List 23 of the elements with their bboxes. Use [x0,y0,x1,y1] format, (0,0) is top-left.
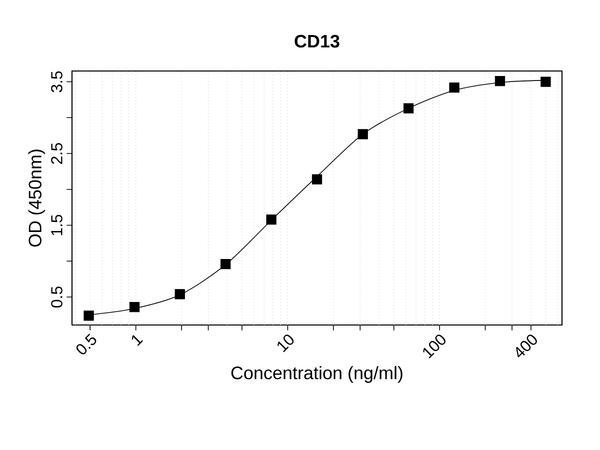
y-tick-label: 0.5 [51,286,62,308]
x-tick-label: 1 [132,335,144,346]
x-axis-title: Concentration (ng/ml) [231,366,402,383]
x-tick-label: 10 [278,334,294,352]
x-tick-label: 0.5 [76,334,96,354]
point [312,174,322,184]
x-tick-label: 400 [516,334,537,358]
y-axis-title: OD (450nm) [28,150,46,247]
point [540,76,551,87]
chart-title: CD13 [294,34,340,48]
point [220,258,231,270]
point [266,214,276,225]
point [403,103,414,114]
point [358,129,368,140]
point [494,76,506,86]
x-tick-label: 100 [423,334,446,359]
point [449,82,460,93]
point [84,310,94,321]
y-tick-label: 3.5 [51,71,62,92]
y-tick-label: 1.5 [51,214,62,236]
point [129,302,140,312]
y-tick-label: 2.5 [51,143,62,164]
point [174,289,185,300]
